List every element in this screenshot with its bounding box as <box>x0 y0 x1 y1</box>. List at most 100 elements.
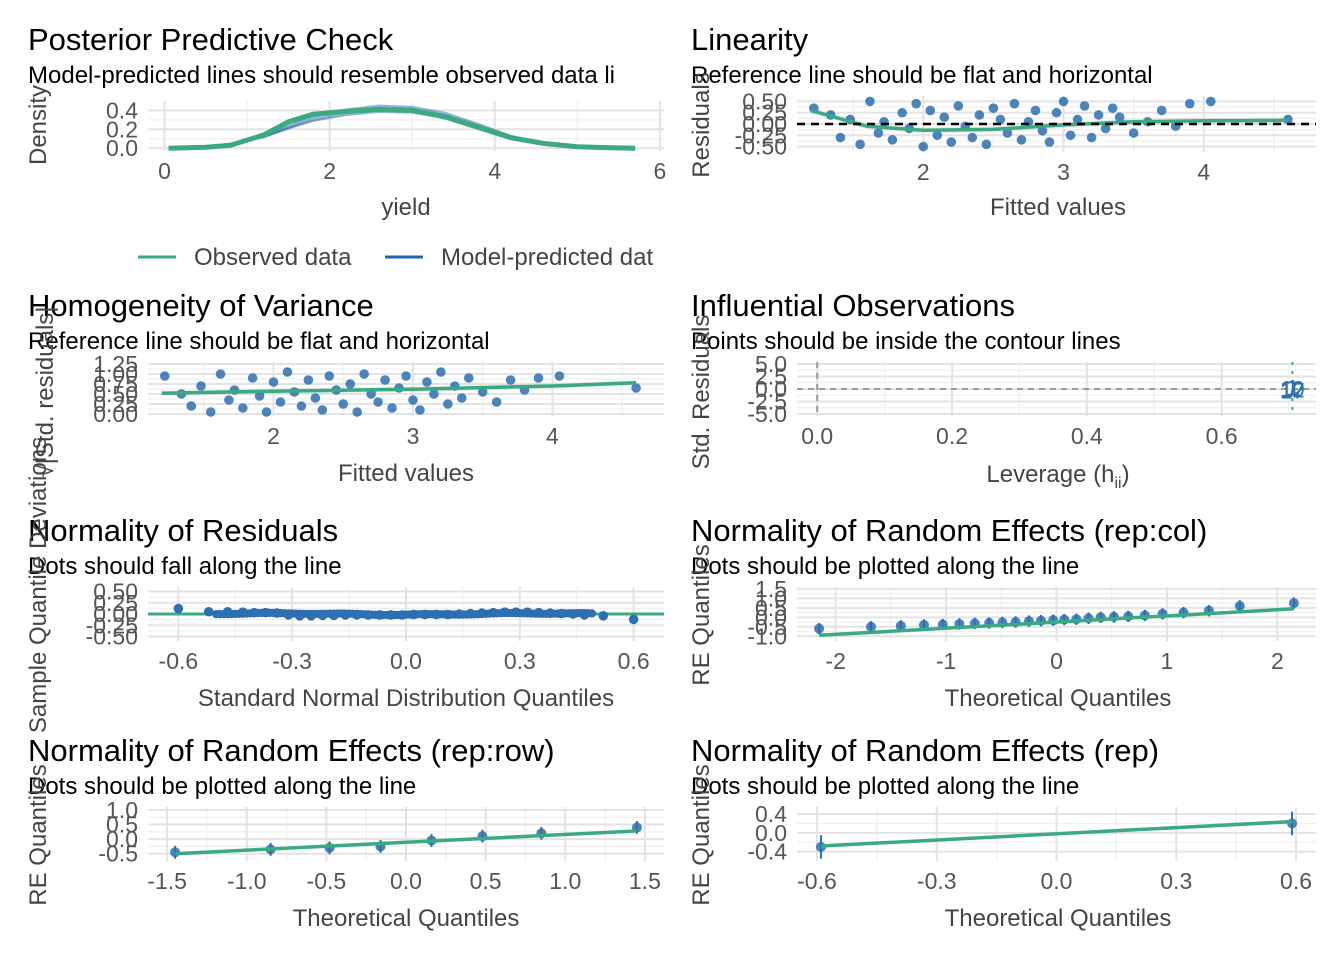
data-point <box>456 393 467 403</box>
panel-title: Normality of Residuals <box>28 513 338 548</box>
y-tick-label: 0.25 <box>93 590 138 616</box>
point-label: 7 <box>1286 377 1298 402</box>
x-tick-label: 0.6 <box>1280 868 1312 894</box>
data-point <box>499 607 510 617</box>
data-point <box>1288 598 1299 609</box>
data-point <box>329 610 339 621</box>
y-tick-label: 0.00 <box>93 601 138 627</box>
legend-label-observed: Observed data <box>194 244 352 271</box>
data-point <box>1100 123 1111 134</box>
data-point <box>303 375 314 385</box>
data-point <box>865 621 876 632</box>
y-tick-label: -5.0 <box>747 401 787 427</box>
data-point <box>275 397 286 407</box>
x-axis-label: Theoretical Quantiles <box>293 905 520 932</box>
data-point <box>366 389 376 399</box>
data-point <box>387 403 397 413</box>
x-tick-label: -0.5 <box>307 868 347 894</box>
data-point <box>454 609 464 619</box>
data-point <box>215 369 226 379</box>
x-tick-label: 2 <box>267 423 280 449</box>
data-point <box>911 98 922 109</box>
panel-influential-observations: Influential Observations Points should b… <box>688 288 1316 492</box>
data-point <box>465 608 476 619</box>
y-tick-label: 1.0 <box>106 797 138 823</box>
data-point <box>352 407 362 417</box>
data-point <box>1051 107 1062 118</box>
y-tick-label: -0.50 <box>735 134 787 160</box>
x-axis-label: Fitted values <box>338 460 474 487</box>
y-tick-label: 0.4 <box>755 801 787 827</box>
panel-title: Homogeneity of Variance <box>28 288 374 323</box>
data-point <box>554 371 565 381</box>
y-tick-label: 0.75 <box>93 371 138 397</box>
data-point <box>1009 98 1020 109</box>
data-point <box>1030 105 1041 116</box>
data-point <box>324 371 335 381</box>
data-point <box>442 609 453 620</box>
data-point <box>967 132 978 143</box>
x-tick-label: -0.3 <box>917 868 957 894</box>
x-tick-label: 0.0 <box>390 648 422 674</box>
data-point <box>306 611 316 621</box>
panel-subtitle: Dots should be plotted along the line <box>28 773 416 800</box>
y-tick-label: 2.5 <box>755 364 787 390</box>
y-tick-label: 0.0 <box>106 826 138 852</box>
point-label: 1 <box>1286 376 1298 401</box>
data-point <box>579 610 590 620</box>
data-point <box>261 407 272 417</box>
panel-title: Normality of Random Effects (rep:row) <box>28 733 555 768</box>
x-axis-label: Fitted values <box>990 194 1126 221</box>
data-point <box>511 607 521 617</box>
x-tick-label: 0.0 <box>390 868 422 894</box>
data-point <box>865 96 875 107</box>
x-tick-label: 1.0 <box>549 868 581 894</box>
y-tick-label: 0.00 <box>742 111 787 137</box>
data-point <box>294 611 305 621</box>
y-tick-label: 0.25 <box>742 100 787 126</box>
data-point <box>422 377 432 387</box>
panel-subtitle: Reference line should be flat and horizo… <box>28 328 490 355</box>
plot-area: 2 3 4 0.000.250.500.751.001.25 <box>93 351 664 449</box>
data-point <box>974 110 985 120</box>
data-point <box>415 405 425 415</box>
x-tick-label: -0.6 <box>159 648 199 674</box>
x-tick-label: 2 <box>917 159 930 185</box>
x-tick-label: 0.6 <box>1206 423 1238 449</box>
x-tick-label: 0 <box>1050 648 1063 674</box>
x-tick-label: 0 <box>158 158 171 184</box>
legend: Observed data Model-predicted dat <box>138 244 653 271</box>
data-point <box>196 381 206 391</box>
point-label: 12 <box>1280 378 1304 403</box>
data-point <box>981 139 992 150</box>
data-point <box>1058 96 1069 107</box>
x-tick-label: 3 <box>1057 159 1070 185</box>
data-point <box>946 137 957 147</box>
x-axis-label-end: ) <box>1122 461 1130 488</box>
point-label: 10 <box>1280 377 1304 402</box>
panel-title: Linearity <box>691 22 809 57</box>
x-tick-label: 0.4 <box>1071 423 1103 449</box>
data-point <box>1002 128 1013 138</box>
panel-subtitle: Points should be inside the contour line… <box>691 328 1121 355</box>
panel-posterior-predictive-check: Posterior Predictive Check Model-predict… <box>25 22 666 271</box>
x-tick-label: 0.5 <box>470 868 502 894</box>
data-point <box>359 369 369 379</box>
y-tick-label: -0.25 <box>86 612 138 638</box>
data-point <box>533 373 544 383</box>
x-tick-label: 4 <box>1197 159 1210 185</box>
data-point <box>628 614 639 625</box>
data-point <box>1044 137 1055 147</box>
x-tick-label: 1 <box>1161 648 1174 674</box>
y-tick-label: 0.50 <box>93 381 138 407</box>
panel-title: Normality of Random Effects (rep) <box>691 733 1159 768</box>
data-point <box>556 608 567 619</box>
panel-normality-of-residuals: Normality of Residuals Dots should fall … <box>25 437 664 733</box>
data-point <box>477 608 487 618</box>
data-point <box>522 607 533 617</box>
residual-point-dense <box>587 609 597 618</box>
y-tick-label: -2.5 <box>747 389 787 415</box>
data-point <box>533 607 544 618</box>
